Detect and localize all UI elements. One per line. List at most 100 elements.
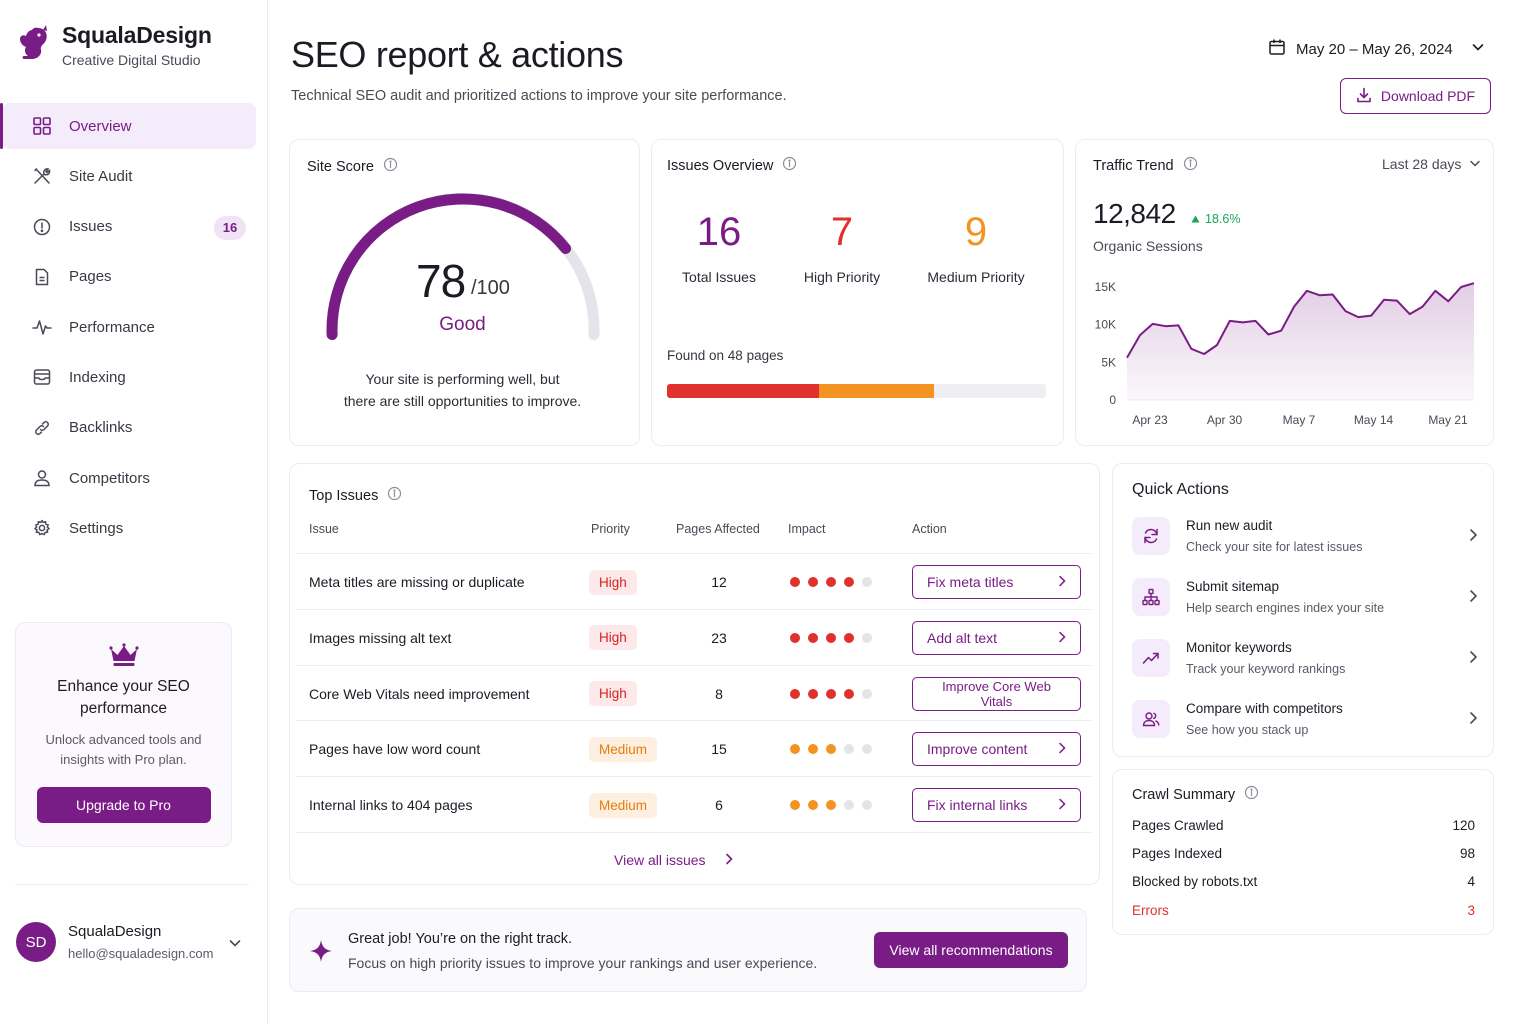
chevron-down-icon <box>1469 156 1481 172</box>
tools-icon <box>32 166 52 186</box>
user-account[interactable]: SD SqualaDesign hello@squaladesign.com <box>16 922 213 962</box>
impact-cell <box>790 777 872 833</box>
issue-name: Internal links to 404 pages <box>309 797 473 814</box>
traffic-range-select[interactable]: Last 28 days <box>1382 156 1481 172</box>
sidebar-nav: Overview Site Audit Issues 16 Pages Pe <box>0 103 268 556</box>
quick-action-title: Submit sitemap <box>1186 579 1280 594</box>
action-cell: Fix meta titles <box>912 554 1081 610</box>
impact-dot-empty <box>862 800 872 811</box>
issue-action-button[interactable]: Fix meta titles <box>912 565 1081 599</box>
crawl-row-pages-crawled: Pages Crawled 120 <box>1132 818 1475 833</box>
x-tick-label: Apr 30 <box>1207 413 1243 427</box>
sidebar-item-settings[interactable]: Settings <box>2 505 256 551</box>
medium-priority-segment <box>818 384 935 398</box>
priority-badge: High <box>589 681 637 707</box>
table-row: Images missing alt text High 23 Add alt tex… <box>296 608 1092 666</box>
table-row: Pages have low word count Medium 15 Improve… <box>296 720 1092 776</box>
impact-dot-empty <box>862 744 872 755</box>
impact-dot-empty <box>862 632 872 643</box>
quick-action-run-audit[interactable]: Run new audit Check your site for latest… <box>1132 508 1478 564</box>
user-email: hello@squaladesign.com <box>68 946 214 961</box>
table-bottom-rule <box>296 832 1092 833</box>
user-name: SqualaDesign <box>68 923 162 940</box>
squirrel-logo-icon <box>16 24 50 67</box>
calendar-icon <box>1268 38 1286 60</box>
crawl-row-pages-indexed: Pages Indexed 98 <box>1132 846 1475 861</box>
issue-name: Images missing alt text <box>309 629 452 646</box>
issues-distribution-bar <box>667 384 1046 398</box>
pages-affected: 6 <box>715 797 723 814</box>
issue-action-button[interactable]: Add alt text <box>912 620 1081 655</box>
impact-dot-filled <box>826 632 836 643</box>
sidebar-item-label: Overview <box>69 117 132 135</box>
impact-cell <box>790 610 872 666</box>
action-cell: Improve Core Web Vitals <box>912 666 1081 722</box>
upgrade-to-pro-button[interactable]: Upgrade to Pro <box>36 787 211 823</box>
traffic-area <box>1127 283 1474 400</box>
info-icon[interactable] <box>782 156 797 175</box>
issues-overview-title: Issues Overview <box>667 156 797 175</box>
card-title-text: Traffic Trend <box>1093 157 1174 174</box>
impact-dot-filled <box>844 577 854 587</box>
crawl-row-errors[interactable]: Errors 3 <box>1132 903 1475 918</box>
medium-priority-stat: 9 Medium Priority <box>920 212 1032 285</box>
traffic-trend-title: Traffic Trend <box>1093 156 1198 175</box>
issue-action-button[interactable]: Fix internal links <box>912 788 1081 823</box>
download-pdf-button[interactable]: Download PDF <box>1340 78 1491 114</box>
stat-value: 9 <box>964 210 988 254</box>
impact-rating <box>790 577 872 587</box>
score-value: 78 <box>416 255 466 307</box>
issue-action-button[interactable]: Improve content <box>912 732 1081 767</box>
x-tick-label: May 21 <box>1428 413 1468 427</box>
crawl-label: Pages Crawled <box>1132 818 1224 833</box>
quick-action-submit-sitemap[interactable]: Submit sitemap Help search engines index… <box>1132 569 1478 625</box>
impact-dot-filled <box>844 688 854 699</box>
sidebar-item-label: Indexing <box>69 368 126 386</box>
sidebar-item-indexing[interactable]: Indexing <box>2 354 256 400</box>
info-icon[interactable] <box>383 157 398 176</box>
impact-dot-filled <box>808 632 818 643</box>
chevron-down-icon[interactable] <box>228 936 242 953</box>
quick-action-monitor-keywords[interactable]: Monitor keywords Track your keyword rank… <box>1132 630 1478 686</box>
action-cell: Add alt text <box>912 610 1081 666</box>
info-icon[interactable] <box>1244 785 1259 804</box>
crawl-label: Errors <box>1132 903 1169 918</box>
impact-dot-filled <box>790 688 800 699</box>
info-icon[interactable] <box>387 486 402 505</box>
date-range-picker[interactable]: May 20 – May 26, 2024 <box>1268 38 1485 60</box>
impact-rating <box>790 744 872 755</box>
upgrade-promo-card: Enhance your SEO performance Unlock adva… <box>15 622 232 847</box>
sidebar-item-pages[interactable]: Pages <box>2 254 256 300</box>
download-icon <box>1356 87 1372 106</box>
table-row: Core Web Vitals need improvement High 8 Imp… <box>296 664 1092 722</box>
sidebar-item-performance[interactable]: Performance <box>2 304 256 350</box>
score-rating: Good <box>439 314 486 335</box>
crawl-summary-card: Crawl Summary Pages Crawled 120 Pages In… <box>1112 769 1494 935</box>
sidebar-item-label: Performance <box>69 318 155 336</box>
priority-cell: Medium <box>589 721 658 777</box>
column-header-pages-affected: Pages Affected <box>676 522 760 536</box>
sidebar-item-issues[interactable]: Issues 16 <box>2 204 256 250</box>
impact-dot-filled <box>808 800 818 811</box>
impact-cell <box>790 721 872 777</box>
view-all-issues-link[interactable]: View all issues <box>614 852 734 868</box>
info-icon[interactable] <box>1183 156 1198 175</box>
sidebar-item-backlinks[interactable]: Backlinks <box>2 405 256 451</box>
column-header-issue: Issue <box>309 522 339 536</box>
brand[interactable]: SqualaDesign Creative Digital Studio <box>16 22 212 68</box>
sidebar-item-label: Issues <box>69 218 113 236</box>
traffic-label: Organic Sessions <box>1093 238 1203 254</box>
issue-action-button[interactable]: Improve Core Web Vitals <box>912 676 1081 711</box>
sidebar-item-overview[interactable]: Overview <box>0 103 256 149</box>
quick-action-title: Monitor keywords <box>1186 640 1292 655</box>
quick-action-subtitle: Track your keyword rankings <box>1186 662 1346 676</box>
refresh-icon <box>1132 517 1170 555</box>
quick-action-compare-competitors[interactable]: Compare with competitors See how you sta… <box>1132 691 1478 747</box>
view-all-recommendations-button[interactable]: View all recommendations <box>874 932 1068 968</box>
issue-action-label: Improve Core Web Vitals <box>942 678 1051 709</box>
crawl-label: Pages Indexed <box>1132 846 1223 861</box>
pages-affected: 15 <box>711 741 727 758</box>
crawl-summary-title: Crawl Summary <box>1132 785 1259 804</box>
sidebar-item-competitors[interactable]: Competitors <box>2 455 256 501</box>
sidebar-item-site-audit[interactable]: Site Audit <box>2 153 256 199</box>
